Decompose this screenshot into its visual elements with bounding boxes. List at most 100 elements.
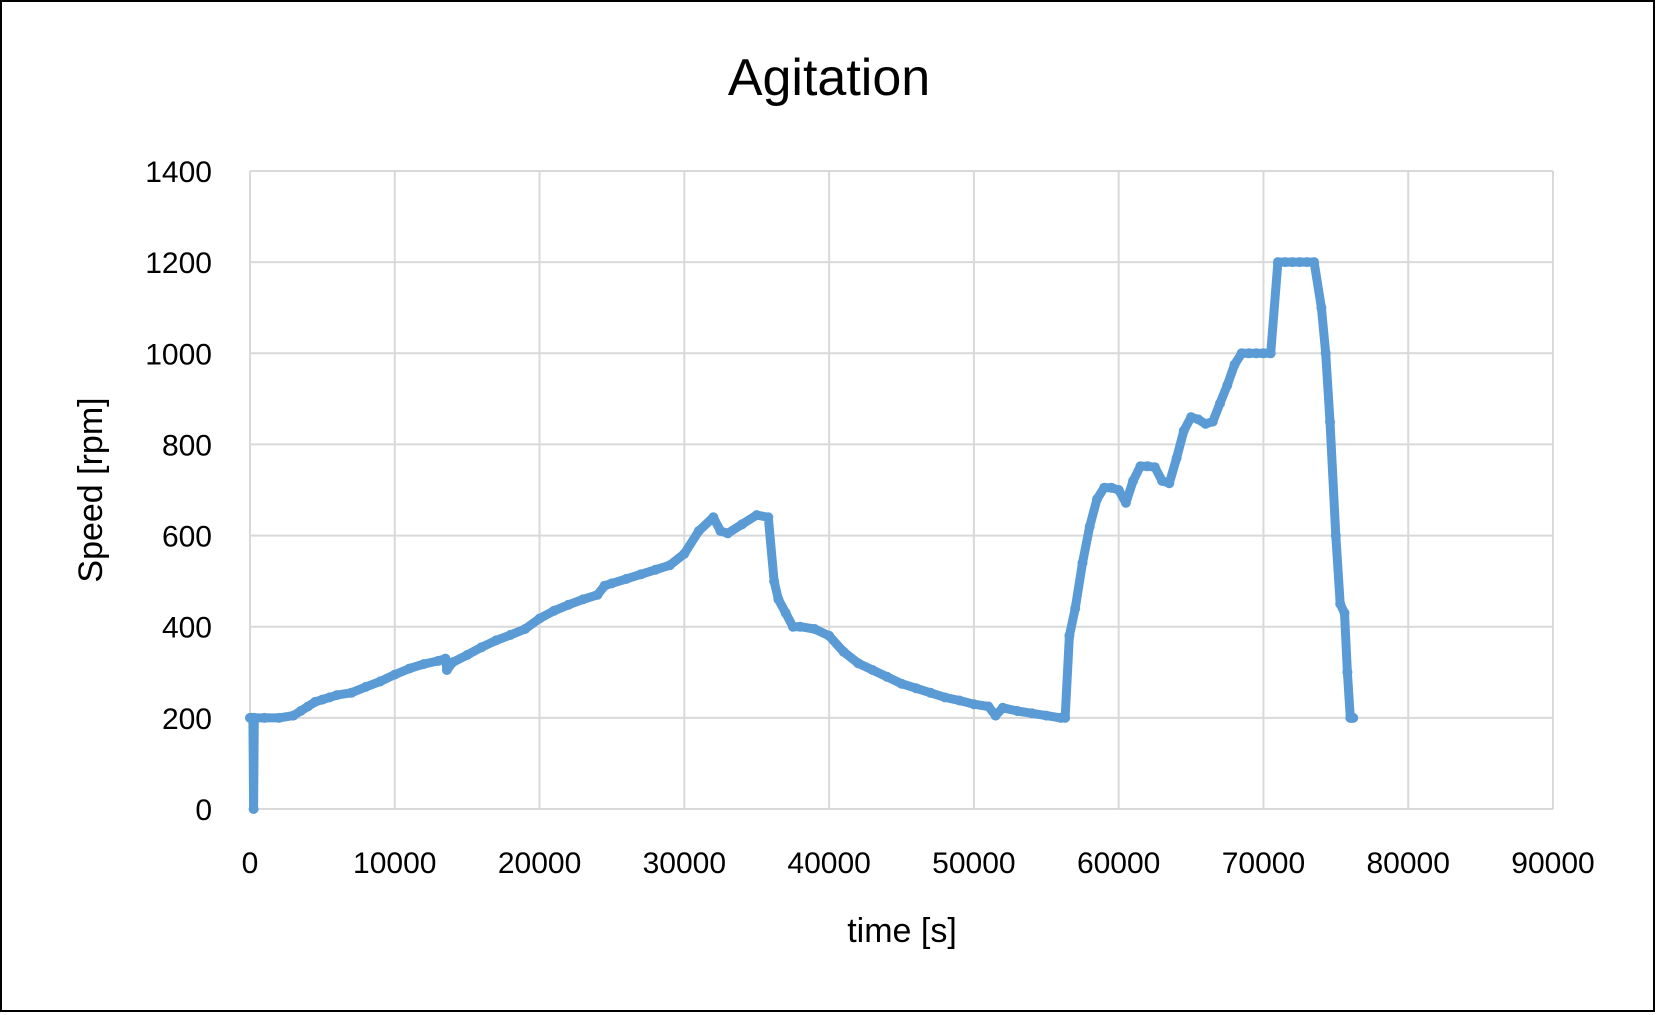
y-tick-label: 1200 — [145, 247, 212, 280]
data-point — [259, 712, 270, 723]
data-point — [1113, 485, 1124, 495]
data-point — [563, 599, 574, 610]
grid-lines — [249, 170, 1554, 810]
data-point — [288, 710, 299, 721]
data-point — [1142, 461, 1153, 472]
data-point — [983, 701, 994, 712]
data-point — [968, 699, 979, 710]
data-point — [1128, 475, 1139, 486]
y-tick-labels: 0 200 400 600 800 1000 1200 1400 — [145, 156, 212, 827]
x-tick-label: 20000 — [498, 847, 581, 880]
data-point — [1084, 521, 1095, 532]
data-series — [245, 257, 1359, 814]
x-tick-label: 40000 — [787, 847, 870, 880]
x-axis-label: time [s] — [847, 912, 957, 950]
data-point — [1287, 257, 1298, 268]
y-tick-label: 1000 — [145, 338, 212, 371]
data-point — [693, 526, 704, 536]
y-tick-label: 800 — [162, 429, 212, 462]
data-point — [787, 621, 798, 632]
data-point — [896, 678, 907, 689]
data-point — [911, 683, 921, 694]
data-point — [635, 569, 646, 580]
data-point — [606, 578, 617, 589]
data-point — [882, 671, 892, 682]
data-point — [1335, 598, 1346, 609]
x-tick-label: 0 — [242, 847, 259, 880]
data-point — [954, 695, 965, 706]
data-point — [1099, 482, 1110, 493]
data-point — [549, 605, 559, 616]
y-axis-label: Speed [rpm] — [72, 397, 110, 582]
data-point — [389, 669, 400, 680]
chart-title: Agitation — [728, 49, 930, 107]
data-point — [925, 687, 936, 698]
data-point — [1012, 706, 1023, 716]
data-point — [621, 573, 632, 584]
data-point — [939, 692, 950, 703]
x-tick-label: 80000 — [1367, 847, 1450, 880]
data-point — [1294, 257, 1305, 268]
data-point — [867, 665, 878, 675]
data-point — [679, 548, 690, 559]
data-point — [418, 659, 429, 670]
data-point — [838, 646, 849, 657]
y-tick-label: 400 — [162, 612, 212, 645]
data-point — [824, 630, 835, 641]
data-point — [592, 589, 603, 600]
data-point — [763, 512, 774, 523]
data-point — [1301, 257, 1312, 268]
data-point — [491, 635, 502, 646]
data-point — [1342, 667, 1353, 678]
data-point — [722, 528, 733, 539]
data-point — [295, 706, 306, 716]
data-point — [1222, 380, 1233, 391]
data-point — [737, 519, 748, 530]
x-tick-label: 50000 — [932, 847, 1015, 880]
data-point — [809, 624, 820, 634]
data-point — [1251, 348, 1262, 359]
data-point — [1316, 302, 1327, 313]
data-point — [1077, 557, 1088, 568]
data-point — [1164, 478, 1175, 489]
data-point — [769, 576, 780, 587]
data-point — [1330, 530, 1341, 541]
data-point — [375, 676, 386, 687]
data-point — [1060, 712, 1071, 723]
x-tick-label: 90000 — [1511, 847, 1594, 880]
data-point — [1272, 257, 1283, 268]
data-point — [1280, 257, 1291, 268]
data-point — [1339, 608, 1350, 618]
data-point — [1171, 453, 1182, 464]
data-point — [1178, 425, 1189, 436]
data-point — [1244, 348, 1254, 359]
data-point — [1026, 708, 1037, 719]
data-point — [505, 629, 516, 640]
data-point — [990, 710, 1001, 721]
data-point — [534, 613, 545, 624]
data-point — [795, 621, 806, 632]
data-point — [1120, 497, 1131, 508]
data-point — [1325, 416, 1335, 427]
data-point — [773, 594, 784, 605]
data-point — [1215, 398, 1225, 409]
data-point — [520, 624, 531, 634]
y-tick-label: 200 — [162, 703, 212, 736]
data-point — [1070, 603, 1081, 614]
data-point — [447, 657, 458, 668]
data-point — [331, 690, 342, 701]
data-point — [1092, 494, 1102, 505]
x-tick-labels: 0 10000 20000 30000 40000 50000 60000 70000 8000… — [242, 847, 1595, 880]
data-point — [1135, 461, 1146, 472]
data-point — [274, 712, 284, 723]
data-point — [360, 681, 371, 692]
y-tick-label: 600 — [162, 521, 212, 554]
x-tick-label: 30000 — [643, 847, 726, 880]
data-point — [578, 594, 588, 605]
data-point — [650, 564, 661, 575]
data-point — [1207, 416, 1218, 427]
data-point — [249, 712, 260, 723]
data-point — [404, 663, 415, 674]
